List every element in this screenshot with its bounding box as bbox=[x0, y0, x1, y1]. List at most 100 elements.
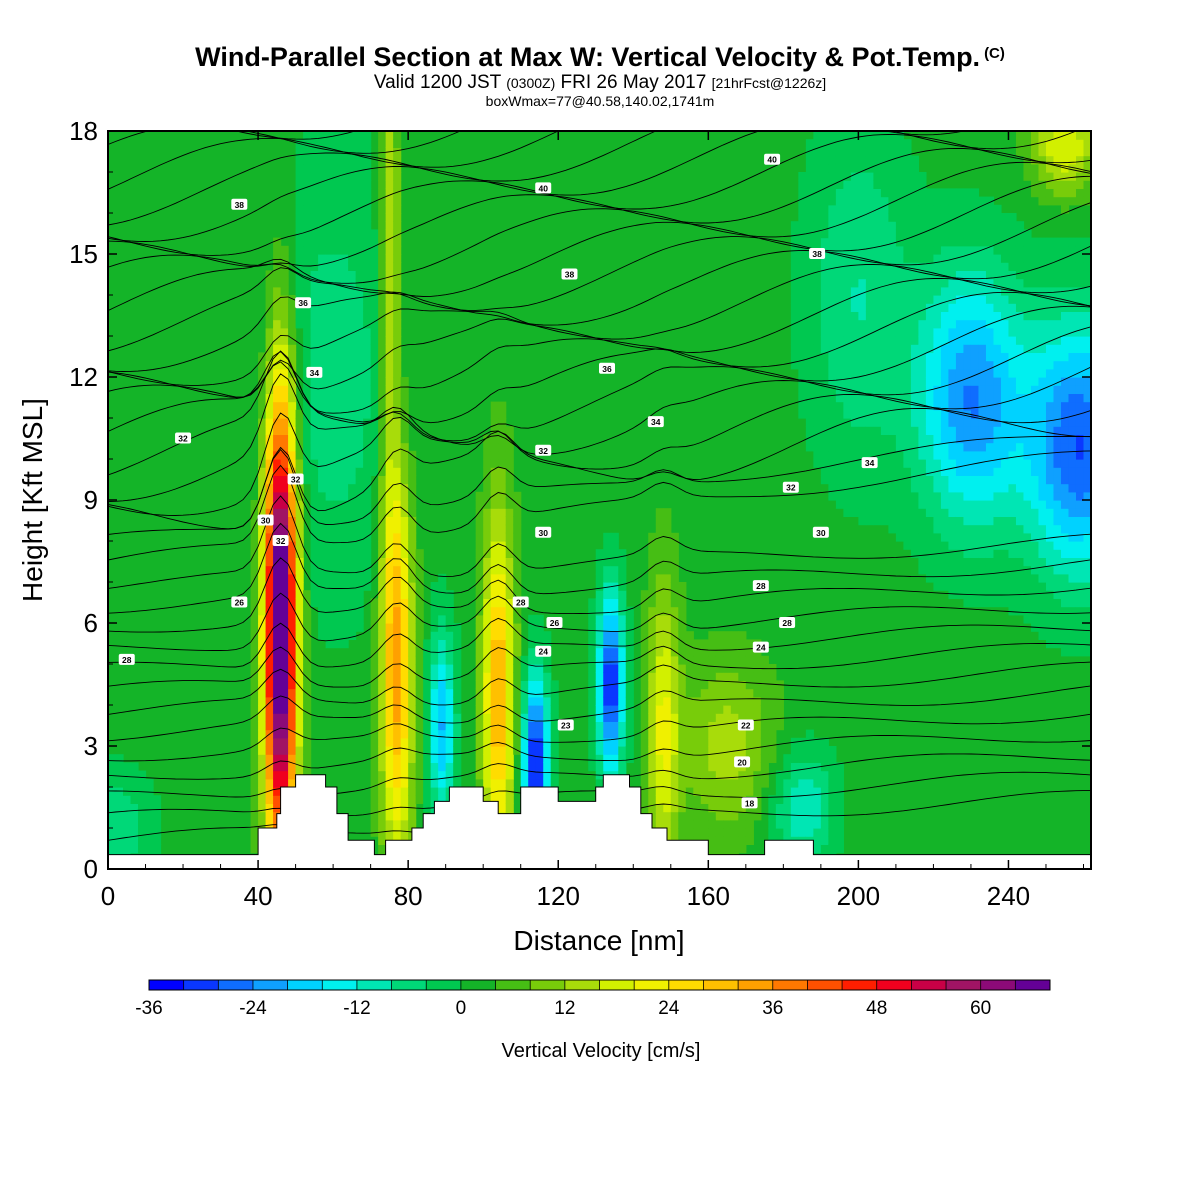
field-cell bbox=[663, 647, 672, 657]
field-cell bbox=[745, 770, 754, 780]
field-cell bbox=[888, 163, 897, 173]
field-cell bbox=[820, 262, 829, 271]
field-cell bbox=[858, 500, 867, 509]
field-cell bbox=[483, 541, 492, 550]
field-cell bbox=[333, 139, 342, 148]
field-cell bbox=[423, 729, 432, 739]
field-cell bbox=[918, 549, 927, 558]
field-cell bbox=[843, 237, 852, 247]
field-cell bbox=[933, 500, 942, 509]
field-cell bbox=[280, 696, 289, 706]
field-cell bbox=[843, 483, 852, 493]
field-cell bbox=[273, 614, 282, 624]
field-cell bbox=[490, 614, 499, 624]
field-cell bbox=[295, 590, 304, 599]
field-cell bbox=[805, 344, 814, 353]
field-cell bbox=[528, 713, 537, 722]
field-cell bbox=[445, 688, 454, 698]
field-cell bbox=[963, 426, 972, 435]
field-cell bbox=[288, 377, 297, 386]
field-cell bbox=[430, 688, 439, 698]
field-cell bbox=[378, 508, 387, 517]
field-cell bbox=[370, 385, 379, 394]
field-cell bbox=[280, 770, 289, 780]
field-cell bbox=[505, 475, 514, 485]
field-cell bbox=[865, 426, 874, 435]
field-cell bbox=[903, 336, 912, 345]
field-cell bbox=[1053, 245, 1062, 255]
field-cell bbox=[258, 672, 267, 681]
field-cell bbox=[408, 606, 417, 616]
field-cell bbox=[985, 475, 995, 485]
field-cell bbox=[1045, 631, 1055, 640]
field-cell bbox=[685, 737, 694, 747]
field-cell bbox=[798, 221, 807, 230]
field-cell bbox=[423, 737, 432, 747]
field-cell bbox=[273, 664, 282, 673]
field-cell bbox=[888, 270, 897, 280]
field-cell bbox=[265, 803, 274, 813]
field-cell bbox=[288, 721, 297, 731]
field-cell bbox=[1060, 508, 1070, 517]
field-cell bbox=[790, 319, 799, 329]
field-cell bbox=[1045, 196, 1055, 206]
field-cell bbox=[363, 434, 372, 444]
field-cell bbox=[978, 401, 987, 411]
field-cell bbox=[888, 377, 897, 386]
field-cell bbox=[760, 680, 769, 690]
field-cell bbox=[370, 631, 379, 640]
field-cell bbox=[265, 762, 274, 772]
field-cell bbox=[363, 565, 372, 575]
field-cell bbox=[370, 229, 379, 239]
field-cell bbox=[880, 344, 889, 353]
field-cell bbox=[828, 319, 837, 329]
field-cell bbox=[678, 705, 687, 714]
field-cell bbox=[888, 491, 897, 501]
field-cell bbox=[355, 163, 364, 173]
field-cell bbox=[258, 500, 267, 509]
field-cell bbox=[640, 623, 649, 632]
field-cell bbox=[393, 483, 402, 493]
field-cell bbox=[978, 254, 987, 263]
field-cell bbox=[708, 647, 717, 657]
field-cell bbox=[370, 754, 379, 763]
field-cell bbox=[318, 319, 327, 329]
field-cell bbox=[1053, 606, 1062, 616]
field-cell bbox=[820, 401, 829, 411]
field-cell bbox=[805, 237, 814, 247]
field-cell bbox=[505, 508, 514, 517]
field-cell bbox=[505, 664, 514, 673]
field-cell bbox=[715, 778, 724, 788]
field-cell bbox=[888, 336, 897, 345]
field-cell bbox=[978, 418, 987, 427]
field-cell bbox=[295, 672, 304, 681]
field-cell bbox=[948, 483, 957, 493]
field-cell bbox=[265, 442, 274, 452]
field-cell bbox=[708, 762, 717, 772]
field-cell bbox=[1023, 426, 1032, 435]
field-cell bbox=[1030, 131, 1040, 140]
field-cell bbox=[970, 344, 980, 353]
field-cell bbox=[348, 508, 357, 517]
field-cell bbox=[813, 155, 822, 165]
field-cell bbox=[295, 188, 304, 198]
field-cell bbox=[978, 270, 987, 280]
field-cell bbox=[880, 147, 889, 157]
field-cell bbox=[528, 762, 537, 772]
field-cell bbox=[925, 188, 935, 198]
field-cell bbox=[265, 336, 274, 345]
field-cell bbox=[490, 565, 499, 575]
field-cell bbox=[1030, 401, 1040, 411]
field-cell bbox=[670, 795, 679, 804]
field-cell bbox=[363, 426, 372, 435]
field-cell bbox=[625, 606, 634, 616]
field-cell bbox=[363, 582, 372, 591]
field-cell bbox=[873, 262, 882, 271]
field-cell bbox=[258, 598, 267, 608]
field-cell bbox=[1008, 254, 1017, 263]
field-cell bbox=[505, 614, 514, 624]
field-cell bbox=[273, 573, 282, 583]
field-cell bbox=[1068, 237, 1077, 247]
field-cell bbox=[655, 623, 664, 632]
field-cell bbox=[790, 237, 799, 247]
